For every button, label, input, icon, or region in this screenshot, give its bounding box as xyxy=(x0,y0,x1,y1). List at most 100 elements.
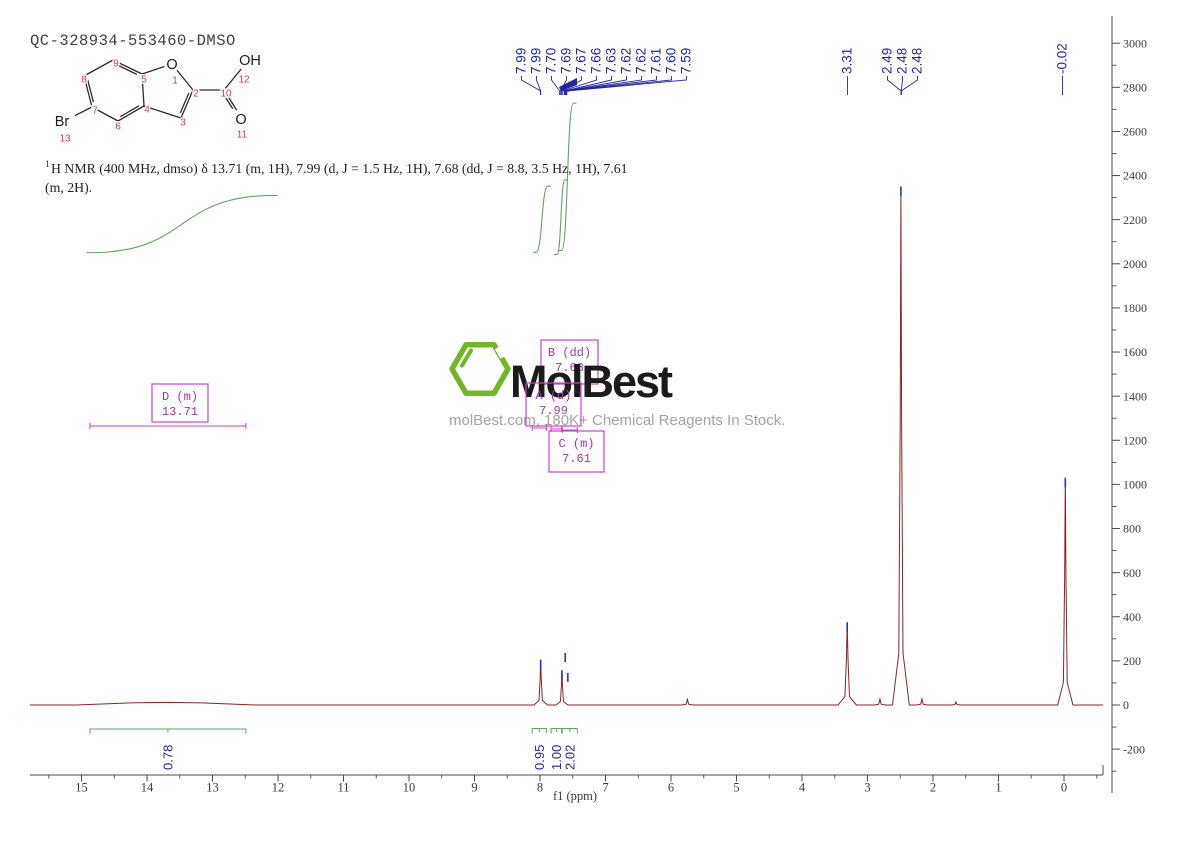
assignment-box-shift: 7.68 xyxy=(555,361,584,375)
assignment-boxes-layer: D (m)13.71A (d)7.99C (m)7.61 xyxy=(151,382,605,473)
nmr-text-line1: H NMR (400 MHz, dmso) δ 13.71 (m, 1H), 7… xyxy=(51,161,628,177)
x-axis-tick-label: 9 xyxy=(471,781,477,795)
assignment-box: B (dd)7.68 xyxy=(540,339,599,385)
assignment-box: C (m)7.61 xyxy=(548,430,605,473)
atom-number: 2 xyxy=(193,89,199,100)
assignment-box-id: B (dd) xyxy=(548,346,591,360)
y-axis-tick-label: 800 xyxy=(1123,522,1141,536)
y-axis-tick-label: 2000 xyxy=(1123,257,1147,271)
atom-label: O xyxy=(166,57,177,73)
integral-value-label: 2.02 xyxy=(562,745,577,770)
peak-shift-label: 7.63 xyxy=(604,48,619,74)
page-title: QC-328934-553460-DMSO xyxy=(30,32,236,50)
y-axis-tick-label: 2600 xyxy=(1123,125,1147,139)
peak-shift-label: 2.49 xyxy=(880,48,895,74)
watermark-hexagon-notch xyxy=(494,346,506,359)
peak-label-leader xyxy=(887,76,902,95)
x-axis-tick-label: 12 xyxy=(272,781,285,795)
y-axis-tick-label: 1200 xyxy=(1123,433,1147,447)
atom-number: 5 xyxy=(141,75,147,86)
structure-bond xyxy=(180,89,194,119)
watermark-hexagon-icon xyxy=(449,342,511,396)
peak-shift-label: 7.62 xyxy=(619,48,634,74)
integral-bracket xyxy=(531,728,548,734)
atom-number: 1 xyxy=(172,76,178,87)
nmr-text-superscript: 1 xyxy=(45,160,50,170)
y-axis-tick-label: 2200 xyxy=(1123,213,1147,227)
integral-curve xyxy=(554,179,568,256)
x-axis-tick-label: 11 xyxy=(337,781,349,795)
spectrum-trace-layer xyxy=(30,186,1103,706)
peak-shift-label: 7.62 xyxy=(634,48,649,74)
peak-label-leader xyxy=(564,76,642,95)
y-axis-tick-label: 0 xyxy=(1123,698,1129,712)
peak-shift-label: 7.61 xyxy=(649,48,664,74)
y-axis-tick-label: 1600 xyxy=(1123,345,1147,359)
watermark-brand: MolBest xyxy=(510,356,673,407)
peak-shift-label: -0.02 xyxy=(1055,43,1070,74)
y-axis-tick-label: -200 xyxy=(1123,742,1145,756)
x-axis-tick-label: 4 xyxy=(799,781,806,795)
peak-shift-label: 7.99 xyxy=(529,48,544,74)
structure-bond xyxy=(223,68,242,91)
y-axis-tick-label: 3000 xyxy=(1123,36,1147,50)
x-axis-title: f1 (ppm) xyxy=(553,789,597,803)
structure-bond xyxy=(223,89,238,111)
atom-number: 7 xyxy=(92,106,98,117)
axes-layer: 15 14 13 12 11 10 9 8 7 6 5 4 3 2 1 0300028002600240022… xyxy=(30,16,1147,795)
integral-curve xyxy=(533,185,551,253)
peak-label-leader xyxy=(551,76,561,95)
x-axis-tick-label: 8 xyxy=(537,781,543,795)
y-axis-tick-label: 2400 xyxy=(1123,169,1147,183)
structure-bond xyxy=(91,106,119,122)
peak-label-leader xyxy=(566,76,687,95)
peak-label-leader xyxy=(536,76,542,95)
structure-bond-double xyxy=(223,93,234,110)
assignment-box-id: A (d) xyxy=(535,389,571,403)
integral-value-label: 0.95 xyxy=(532,745,547,770)
integral-value-label: 0.78 xyxy=(160,745,175,770)
peak-shift-label: 2.48 xyxy=(910,48,925,74)
integral-brackets-layer: 0.78 0.95 1.002.02 xyxy=(89,423,578,770)
atom-label: OH xyxy=(239,53,261,69)
peak-label-leader xyxy=(900,76,918,95)
peak-label-wedge xyxy=(559,78,577,91)
assignment-box-border xyxy=(540,339,599,385)
x-axis-tick-label: 7 xyxy=(602,781,608,795)
atom-number: 8 xyxy=(81,75,87,86)
integral-value-label: 1.00 xyxy=(549,745,564,770)
structure-bond xyxy=(141,65,165,75)
assignment-box-border xyxy=(548,430,605,473)
atom-number: 6 xyxy=(115,122,121,133)
y-axis-tick-label: 1400 xyxy=(1123,389,1147,403)
assignment-box-border xyxy=(151,383,209,423)
watermark: MolBest molBest.com, 180K+ Chemical Reag… xyxy=(449,342,785,429)
atom-number: 10 xyxy=(220,89,232,100)
peak-shift-label: 7.60 xyxy=(664,48,679,74)
integral-curve xyxy=(86,194,278,254)
structure-bond-double xyxy=(87,79,95,103)
integral-bracket xyxy=(561,728,578,734)
x-axis-tick-label: 10 xyxy=(403,781,416,795)
structure-bond-double xyxy=(179,92,190,114)
peak-shift-label: 7.66 xyxy=(589,48,604,74)
x-axis-tick-label: 5 xyxy=(733,781,739,795)
assignment-box-b-layer: B (dd)7.68 xyxy=(540,339,599,385)
assignment-box-shift: 13.71 xyxy=(162,405,198,419)
structure-bond xyxy=(117,105,145,122)
structure-bond xyxy=(143,105,182,119)
spectrum-trace xyxy=(30,186,1103,706)
x-axis-tick-label: 14 xyxy=(141,781,154,795)
structure-bond xyxy=(141,73,145,107)
x-axis-tick-label: 15 xyxy=(75,781,88,795)
assignment-box-shift: 7.99 xyxy=(539,404,568,418)
integral-bracket xyxy=(550,728,563,734)
atom-label: O xyxy=(235,112,246,128)
structure-bond xyxy=(83,59,114,77)
atom-number: 13 xyxy=(59,134,71,145)
peak-labels-layer: 7.99 7.99 7.70 7.69 7.67 7.66 7.63 7.62 7.62 7.61… xyxy=(514,43,1070,95)
nmr-text-line2: (m, 2H). xyxy=(45,180,92,196)
structure-bond xyxy=(74,106,93,117)
assignment-region-line xyxy=(561,427,578,433)
